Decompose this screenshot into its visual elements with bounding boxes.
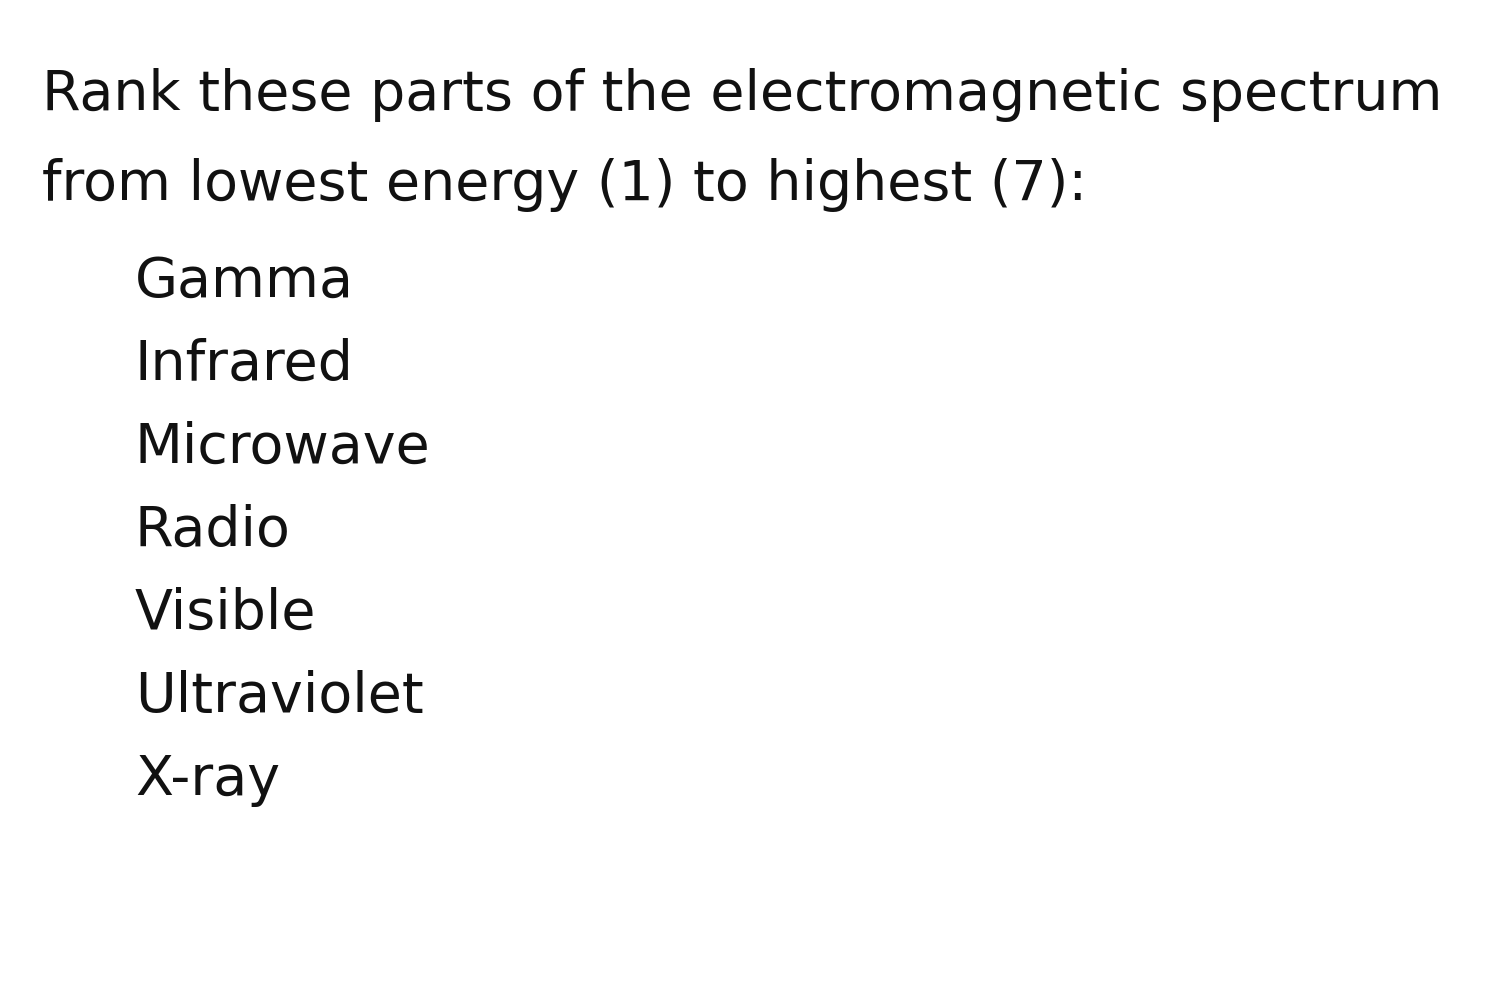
Text: Radio: Radio <box>135 504 291 558</box>
Text: Ultraviolet: Ultraviolet <box>135 670 423 724</box>
Text: from lowest energy (1) to highest (7):: from lowest energy (1) to highest (7): <box>42 158 1088 212</box>
Text: Visible: Visible <box>135 587 316 641</box>
Text: Microwave: Microwave <box>135 421 430 475</box>
Text: Rank these parts of the electromagnetic spectrum: Rank these parts of the electromagnetic … <box>42 68 1443 122</box>
Text: Infrared: Infrared <box>135 338 354 392</box>
Text: X-ray: X-ray <box>135 753 280 807</box>
Text: Gamma: Gamma <box>135 255 354 309</box>
